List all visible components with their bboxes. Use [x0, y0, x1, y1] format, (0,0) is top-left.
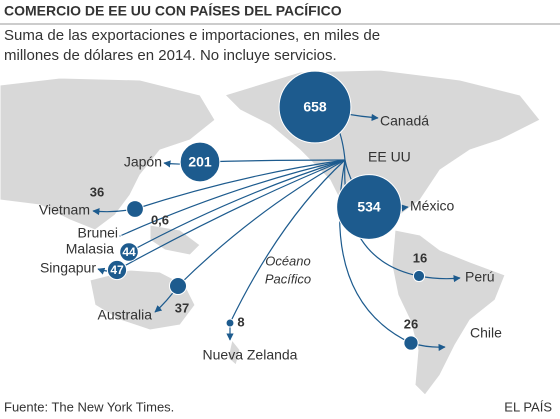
- trade-circle: [403, 335, 419, 351]
- value-label: 37: [175, 300, 189, 315]
- country-label: Vietnam: [39, 202, 90, 218]
- country-label: Chile: [470, 325, 502, 341]
- subtitle: Suma de las exportaciones e importacione…: [4, 27, 380, 44]
- trade-circle: [119, 242, 139, 262]
- trade-circle: [106, 259, 128, 281]
- value-label: 26: [404, 316, 418, 331]
- value-label: 8: [237, 314, 244, 329]
- title: COMERCIO DE EE UU CON PAÍSES DEL PACÍFIC…: [4, 3, 342, 19]
- trade-circle: [412, 269, 426, 283]
- trade-circle: [179, 141, 221, 183]
- brand: EL PAÍS: [504, 399, 552, 414]
- flow-line: [177, 159, 346, 287]
- value-label: 0,6: [151, 212, 169, 227]
- value-label: 658: [303, 99, 327, 115]
- trade-circle: [278, 70, 352, 144]
- country-label: Australia: [98, 307, 153, 323]
- country-label: México: [410, 198, 455, 214]
- trade-circle: [168, 276, 188, 296]
- country-label: Japón: [124, 154, 162, 170]
- country-label: Nueva Zelanda: [203, 347, 298, 363]
- value-label: 47: [110, 263, 124, 277]
- flow-line: [119, 159, 346, 237]
- value-label: 16: [413, 250, 427, 265]
- value-label: 44: [122, 245, 136, 259]
- country-label: Perú: [465, 269, 495, 285]
- value-label: 201: [188, 154, 212, 170]
- trade-circle: [336, 174, 402, 240]
- country-label: Brunei: [78, 225, 118, 241]
- trade-circle: [225, 318, 235, 328]
- trade-circle: [126, 200, 144, 218]
- country-label: Canadá: [380, 113, 429, 129]
- flow-line: [229, 159, 346, 324]
- country-label: Singapur: [40, 260, 96, 276]
- flow-line: [116, 159, 346, 271]
- source: Fuente: The New York Times.: [4, 399, 174, 414]
- value-label: 36: [90, 184, 104, 199]
- ocean-label: Océano: [265, 253, 311, 268]
- hub-label: EE UU: [368, 149, 411, 165]
- trade-circle: [118, 234, 122, 238]
- ocean-label: Pacífico: [265, 271, 311, 286]
- flow-line: [128, 159, 346, 253]
- flow-line: [134, 159, 346, 210]
- country-label: Malasia: [66, 241, 114, 257]
- value-label: 534: [357, 199, 381, 215]
- subtitle: millones de dólares en 2014. No incluye …: [4, 47, 337, 64]
